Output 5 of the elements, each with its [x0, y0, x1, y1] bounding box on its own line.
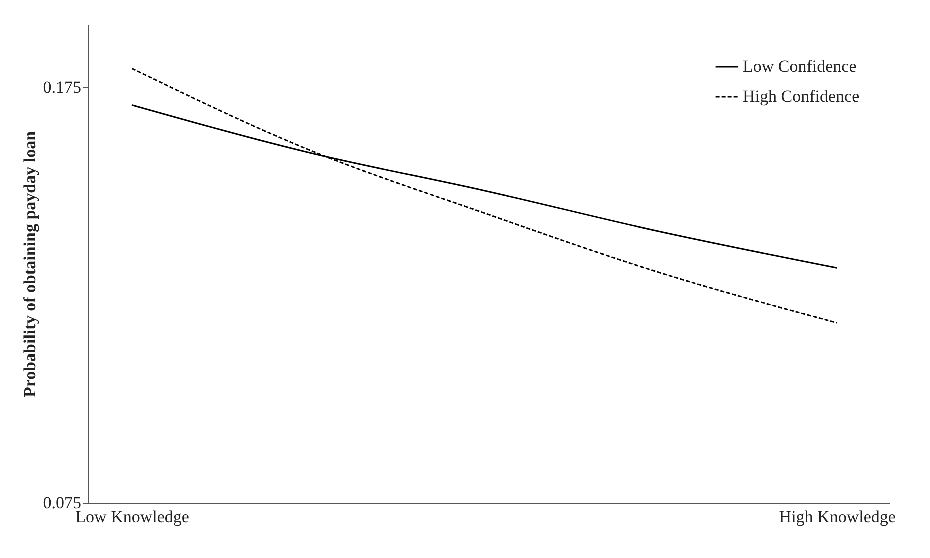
legend-label: Low Confidence: [743, 57, 857, 76]
y-tick-label: 0.175: [43, 78, 82, 97]
y-axis-title: Probability of obtaining payday loan: [20, 130, 40, 398]
legend-label: High Confidence: [743, 87, 860, 106]
x-tick-label: High Knowledge: [779, 508, 896, 526]
